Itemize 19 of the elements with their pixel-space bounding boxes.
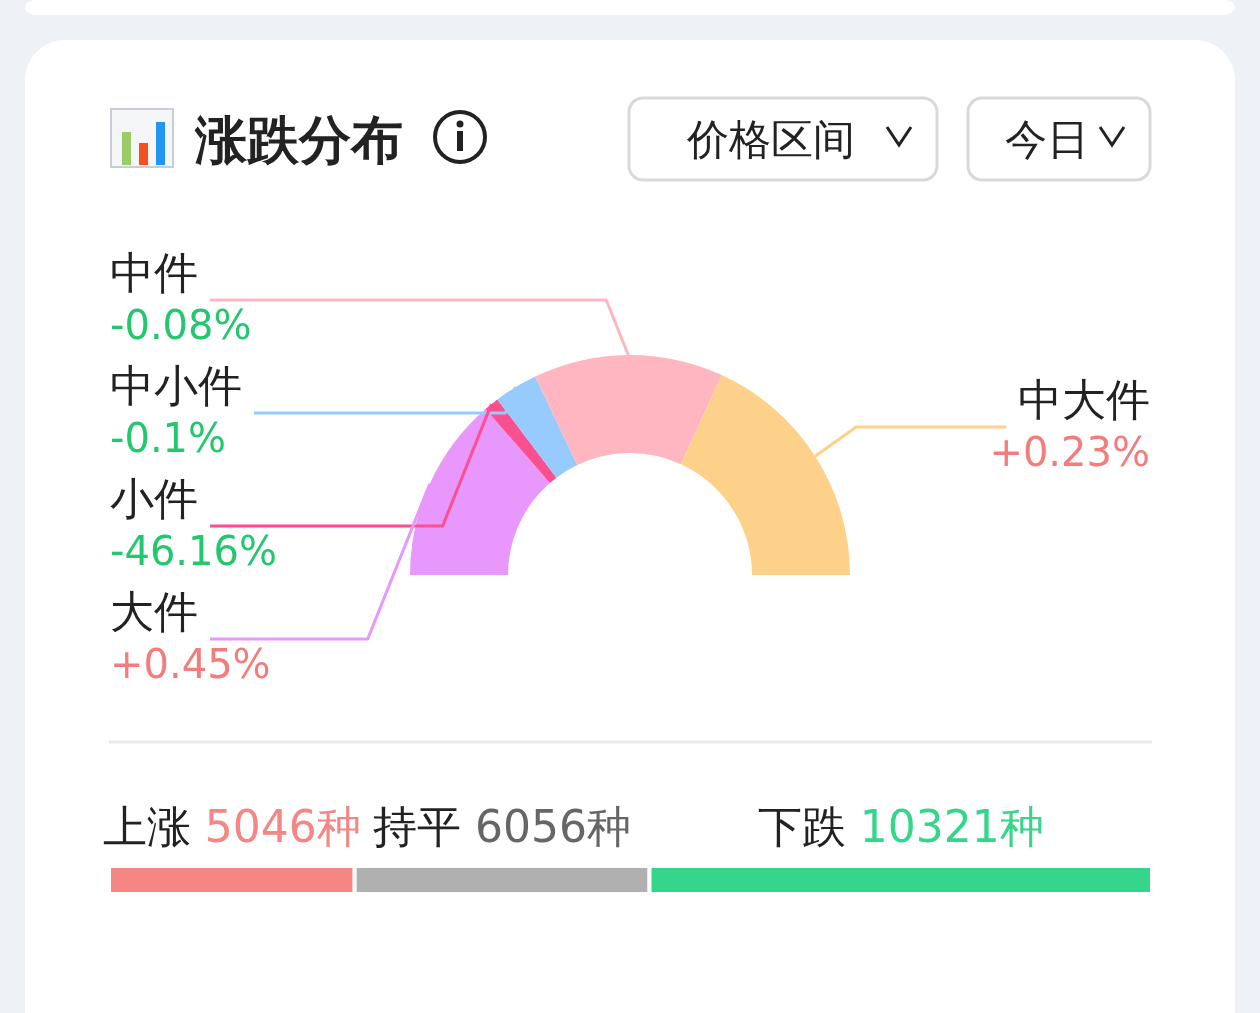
text: -0.08% (110, 302, 252, 348)
slice-label: 中小件 (110, 360, 242, 411)
button: 今日 (966, 96, 1152, 182)
slice-label: 大件 (110, 586, 198, 637)
series-label: 上涨 (102, 801, 191, 852)
data-label: 6056种 (475, 801, 632, 852)
data-label: 5046种 (204, 801, 361, 852)
text: -46.16% (110, 528, 277, 574)
series-label: 下跌 (757, 801, 846, 852)
chart-title: 涨跌分布 (194, 110, 403, 170)
series-label: 持平 (373, 801, 462, 852)
button: 价格区间 (627, 96, 939, 182)
slice-label: 中大件 (1018, 374, 1150, 425)
text: +0.23% (989, 429, 1150, 475)
text: +0.45% (110, 641, 271, 687)
text: -0.1% (110, 415, 227, 461)
data-label: 10321种 (859, 801, 1044, 852)
slice-label: 中件 (110, 247, 198, 298)
slice-label: 小件 (110, 473, 198, 524)
